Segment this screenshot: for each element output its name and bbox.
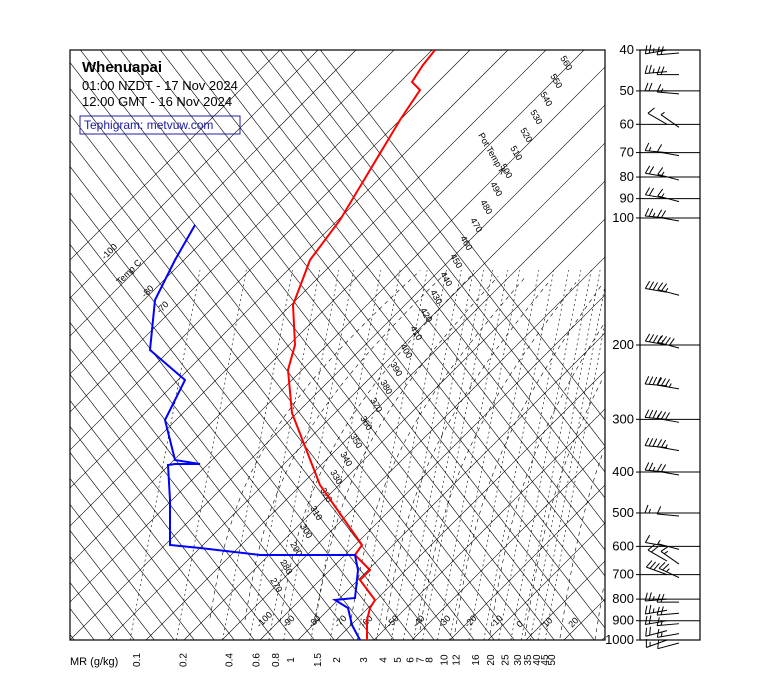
- mr-label: 1.5: [313, 653, 324, 667]
- pressure-label: 1000: [605, 632, 634, 647]
- pressure-label: 80: [620, 169, 634, 184]
- pressure-label: 400: [612, 464, 634, 479]
- pressure-label: 300: [612, 411, 634, 426]
- mr-label: 4: [378, 657, 389, 663]
- mr-label: 0.4: [225, 653, 236, 667]
- mr-label: 12: [452, 654, 463, 666]
- mr-label: 2: [332, 657, 343, 663]
- pressure-label: 800: [612, 591, 634, 606]
- pressure-label: 600: [612, 538, 634, 553]
- mr-label: 0.8: [271, 653, 282, 667]
- mr-label: 0.2: [178, 653, 189, 667]
- pressure-label: 100: [612, 210, 634, 225]
- mr-label: 10: [440, 654, 451, 666]
- local-time: 01:00 NZDT - 17 Nov 2024: [82, 78, 238, 93]
- pressure-label: 900: [612, 613, 634, 628]
- mr-label: 8: [425, 657, 436, 663]
- mr-label: 0.1: [132, 653, 143, 667]
- pressure-label: 90: [620, 191, 634, 206]
- mr-label: 16: [471, 654, 482, 666]
- pressure-label: 500: [612, 505, 634, 520]
- mr-label: 1: [286, 657, 297, 663]
- pressure-label: 700: [612, 567, 634, 582]
- station-name: Whenuapai: [82, 59, 162, 76]
- utc-time: 12:00 GMT - 16 Nov 2024: [82, 94, 232, 109]
- pressure-label: 50: [620, 83, 634, 98]
- pressure-label: 60: [620, 116, 634, 131]
- mr-label: 25: [501, 654, 512, 666]
- mr-axis-title: MR (g/kg): [70, 656, 118, 668]
- mr-label: 5: [393, 657, 404, 663]
- mr-label: 3: [359, 657, 370, 663]
- pressure-label: 70: [620, 145, 634, 160]
- mr-label: 0.6: [252, 653, 263, 667]
- source-link[interactable]: Tephigram: metvuw.com: [84, 118, 213, 132]
- pressure-label: 40: [620, 42, 634, 57]
- mr-label: 50: [547, 654, 558, 666]
- mr-label: 20: [486, 654, 497, 666]
- pressure-label: 200: [612, 337, 634, 352]
- tephigram-chart: -100-90-80-70-60-50-40-30-20-1001020-100…: [0, 0, 760, 690]
